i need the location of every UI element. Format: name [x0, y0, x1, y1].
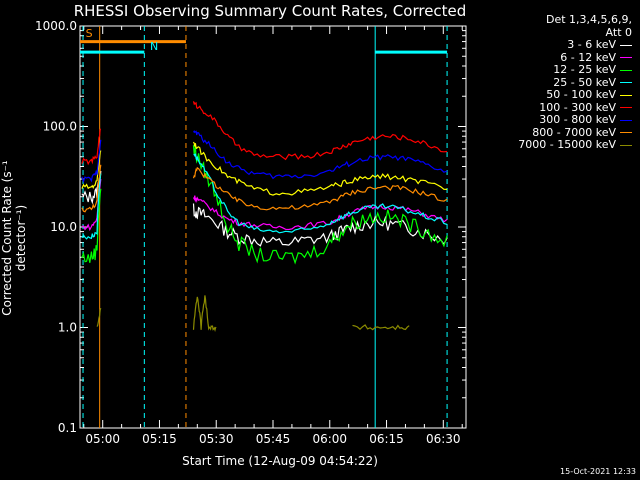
- legend-entry-swatch: [620, 144, 632, 146]
- y-tick-label: 1.0: [58, 321, 77, 335]
- legend-entry-swatch: [620, 132, 632, 133]
- series-line: [81, 145, 448, 265]
- legend-entry: 300 - 800 keV: [482, 113, 632, 127]
- legend-entry-label: 300 - 800 keV: [539, 113, 616, 126]
- series-line: [81, 153, 448, 240]
- series-line: [81, 130, 448, 184]
- x-tick-label: 05:15: [142, 432, 177, 446]
- series-line: [81, 170, 448, 247]
- legend-header-line2: Att 0: [605, 25, 632, 39]
- legend-entry: 800 - 7000 keV: [482, 125, 632, 140]
- x-axis-label: Start Time (12-Aug-09 04:54:22): [182, 454, 378, 468]
- legend-entry-swatch: [620, 44, 632, 46]
- series-line: [81, 164, 448, 213]
- legend: Det 1,3,4,5,6,9, Att 0 3 - 6 keV 6 - 12 k…: [482, 13, 632, 152]
- x-tick-label: 06:15: [369, 432, 404, 446]
- legend-entry-label: 25 - 50 keV: [553, 75, 616, 89]
- legend-entry-swatch: [620, 69, 632, 71]
- legend-entry-swatch: [620, 82, 632, 83]
- legend-entry: 50 - 100 keV: [482, 88, 632, 102]
- legend-entry-label: 6 - 12 keV: [560, 50, 616, 64]
- timestamp: 15-Oct-2021 12:33: [560, 467, 636, 476]
- legend-entry: 100 - 300 keV: [482, 100, 632, 115]
- legend-entry-swatch: [620, 57, 632, 58]
- legend-entry: 12 - 25 keV: [482, 63, 632, 77]
- legend-entry: 3 - 6 keV: [482, 38, 632, 52]
- legend-entry: 6 - 12 keV: [482, 50, 632, 65]
- y-axis-label-text: Corrected Count Rate (s⁻¹ detector⁻¹): [0, 160, 28, 316]
- legend-entry-label: 50 - 100 keV: [546, 88, 616, 101]
- legend-entry-label: 12 - 25 keV: [553, 63, 616, 76]
- series-line: [81, 141, 448, 196]
- y-tick-label: 10.0: [50, 220, 77, 234]
- x-tick-label: 06:00: [312, 432, 347, 446]
- series-line: [81, 101, 448, 166]
- x-tick-label: 05:00: [85, 432, 120, 446]
- chart-title: RHESSI Observing Summary Count Rates, Co…: [73, 2, 467, 20]
- legend-entry-label: 100 - 300 keV: [539, 100, 616, 114]
- x-tick-label: 05:45: [256, 432, 291, 446]
- legend-entry-swatch: [620, 119, 632, 121]
- y-axis-label: Corrected Count Rate (s⁻¹ detector⁻¹): [0, 128, 28, 348]
- x-tick-label: 06:30: [426, 432, 461, 446]
- legend-header-line1: Det 1,3,4,5,6,9,: [545, 13, 632, 26]
- series-line: [96, 295, 410, 333]
- legend-entry: 7000 - 15000 keV: [482, 138, 632, 152]
- legend-entry-label: 7000 - 15000 keV: [518, 138, 616, 151]
- y-tick-label: 0.1: [58, 421, 77, 435]
- legend-rows: 3 - 6 keV 6 - 12 keV 12 - 25 keV 25 - 50 ke…: [482, 38, 632, 152]
- annotation-label: S: [86, 27, 93, 40]
- legend-entry: 25 - 50 keV: [482, 75, 632, 90]
- y-tick-label: 100.0: [43, 120, 77, 134]
- legend-entry-swatch: [620, 94, 632, 96]
- legend-entry-label: 800 - 7000 keV: [532, 125, 616, 139]
- annotation-label: N: [150, 40, 158, 53]
- legend-entry-label: 3 - 6 keV: [567, 38, 616, 51]
- y-tick-label: 1000.0: [35, 19, 77, 33]
- x-tick-label: 05:30: [199, 432, 234, 446]
- legend-entry-swatch: [620, 107, 632, 108]
